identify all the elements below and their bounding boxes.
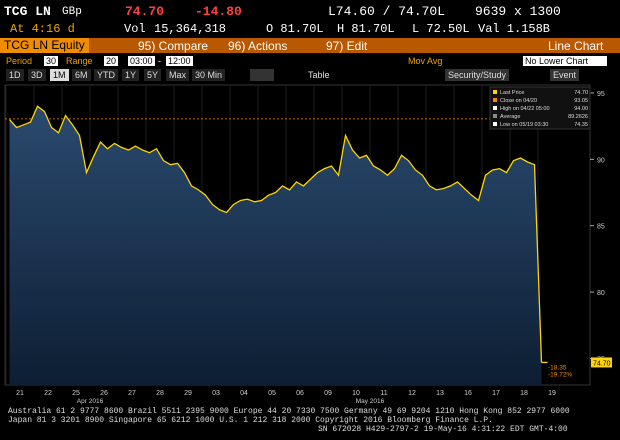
legend-value: 89.2626 xyxy=(568,114,588,120)
mov-avg[interactable]: Mov Avg xyxy=(408,56,443,66)
value-traded: Val 1.158B xyxy=(478,22,551,36)
legend-value: 94.00 xyxy=(574,106,588,112)
month-label: Apr 2016 xyxy=(77,398,104,405)
range-tab[interactable]: 1Y xyxy=(122,69,140,81)
actions-button[interactable]: 96) Actions xyxy=(228,39,288,53)
x-tick-label: 11 xyxy=(380,390,387,397)
legend-swatch xyxy=(493,98,497,102)
range-tab[interactable]: 1D xyxy=(6,69,24,81)
legend-label: Last Price xyxy=(500,90,524,96)
x-tick-label: 05 xyxy=(268,390,276,397)
x-tick-label: 22 xyxy=(44,390,52,397)
period[interactable]: 30 xyxy=(44,56,59,66)
range-tab[interactable]: Max xyxy=(166,69,190,81)
x-tick-label: 09 xyxy=(324,390,332,397)
bid-ask-size: 9639 x 1300 xyxy=(475,4,561,19)
low: L 72.50L xyxy=(412,22,470,36)
last-price-tag-label: 74.70 xyxy=(593,360,611,367)
legend-value: 74.35 xyxy=(574,122,588,128)
annotation: -19.72% xyxy=(548,371,572,378)
legend-box xyxy=(489,86,591,130)
legend-swatch xyxy=(493,106,497,110)
currency: GBp xyxy=(62,6,82,18)
high: H 81.70L xyxy=(337,22,395,36)
ticker: TCG LN xyxy=(4,4,51,19)
footer-line: Japan 81 3 3201 8900 Singapore 65 6212 1… xyxy=(8,416,493,425)
x-tick-label: 27 xyxy=(128,390,136,397)
time: At 4:16 d xyxy=(10,22,75,36)
range-tab[interactable]: 5Y xyxy=(144,69,162,81)
legend-label: Low on 05/19 03:30 xyxy=(500,122,548,128)
y-tick-label: 80 xyxy=(597,290,605,297)
x-tick-label: 29 xyxy=(184,390,192,397)
x-tick-label: 19 xyxy=(548,390,556,397)
x-tick-label: 25 xyxy=(72,390,80,397)
month-label: May 2016 xyxy=(356,398,385,405)
interval[interactable]: 30 Min xyxy=(192,69,226,81)
legend-swatch xyxy=(493,90,497,94)
legend-value: 74.70 xyxy=(574,90,588,96)
x-tick-label: 10 xyxy=(352,390,360,397)
y-tick-label: 95 xyxy=(597,91,605,98)
x-tick-label: 17 xyxy=(492,390,500,397)
last-price: 74.70 xyxy=(125,4,165,19)
x-tick-label: 12 xyxy=(408,390,416,397)
x-tick-label: 28 xyxy=(156,390,164,397)
x-tick-label: 21 xyxy=(16,390,24,397)
range-tab[interactable]: 3D xyxy=(28,69,46,81)
y-tick-label: 90 xyxy=(597,157,605,164)
x-tick-label: 26 xyxy=(100,390,108,397)
range-label: Range xyxy=(66,56,93,66)
study-button[interactable]: Security/Study xyxy=(445,69,510,81)
legend-label: High on 04/22 05:00 xyxy=(500,106,550,112)
event-button[interactable]: Event xyxy=(550,69,580,81)
toolbar: TCG LN Equity 95) Compare 96) Actions 97… xyxy=(0,38,620,53)
from-time[interactable]: 03:00 xyxy=(128,56,155,66)
legend-swatch xyxy=(493,114,497,118)
range-tab[interactable]: 6M xyxy=(72,69,91,81)
edit-button[interactable]: 97) Edit xyxy=(326,39,368,53)
legend-label: Close on 04/20 xyxy=(500,98,537,104)
range[interactable]: 20 xyxy=(104,56,119,66)
footer-line: SN 672028 H429-2797-2 19-May-16 4:31:22 … xyxy=(318,425,568,434)
x-tick-label: 03 xyxy=(212,390,220,397)
footer-line: Australia 61 2 9777 8600 Brazil 5511 239… xyxy=(8,407,570,416)
legend-label: Average xyxy=(500,114,520,120)
bid-ask: L74.60 / 74.70L xyxy=(328,4,446,19)
legend-value: 93.05 xyxy=(574,98,588,104)
open: O 81.70L xyxy=(266,22,324,36)
security[interactable]: TCG LN Equity xyxy=(0,38,89,53)
tool-icon[interactable] xyxy=(250,69,274,81)
change: -14.80 xyxy=(195,4,242,19)
x-tick-label: 16 xyxy=(464,390,472,397)
x-tick-label: 04 xyxy=(240,390,248,397)
x-tick-label: 18 xyxy=(520,390,528,397)
vol-label: Vol xyxy=(124,22,146,36)
x-tick-label: 06 xyxy=(296,390,304,397)
price-line xyxy=(9,105,543,363)
period-label: Period xyxy=(6,56,33,66)
lower-chart[interactable]: No Lower Chart xyxy=(523,56,607,66)
last-price-tag xyxy=(591,357,612,368)
to-time[interactable]: 12:00 xyxy=(166,56,193,66)
volume: 15,364,318 xyxy=(154,22,227,36)
compare-button[interactable]: 95) Compare xyxy=(138,39,209,53)
view-title: Line Chart xyxy=(548,39,604,53)
legend-swatch xyxy=(493,122,497,126)
range-tab[interactable]: YTD xyxy=(94,69,118,81)
range-tab[interactable]: 1M xyxy=(50,69,69,81)
y-tick-label: 85 xyxy=(597,224,605,231)
dash: - xyxy=(158,56,161,66)
price-area xyxy=(9,106,542,385)
x-tick-label: 13 xyxy=(436,390,444,397)
annotation: -18.35 xyxy=(548,364,567,371)
table-button[interactable]: Table xyxy=(305,69,333,81)
